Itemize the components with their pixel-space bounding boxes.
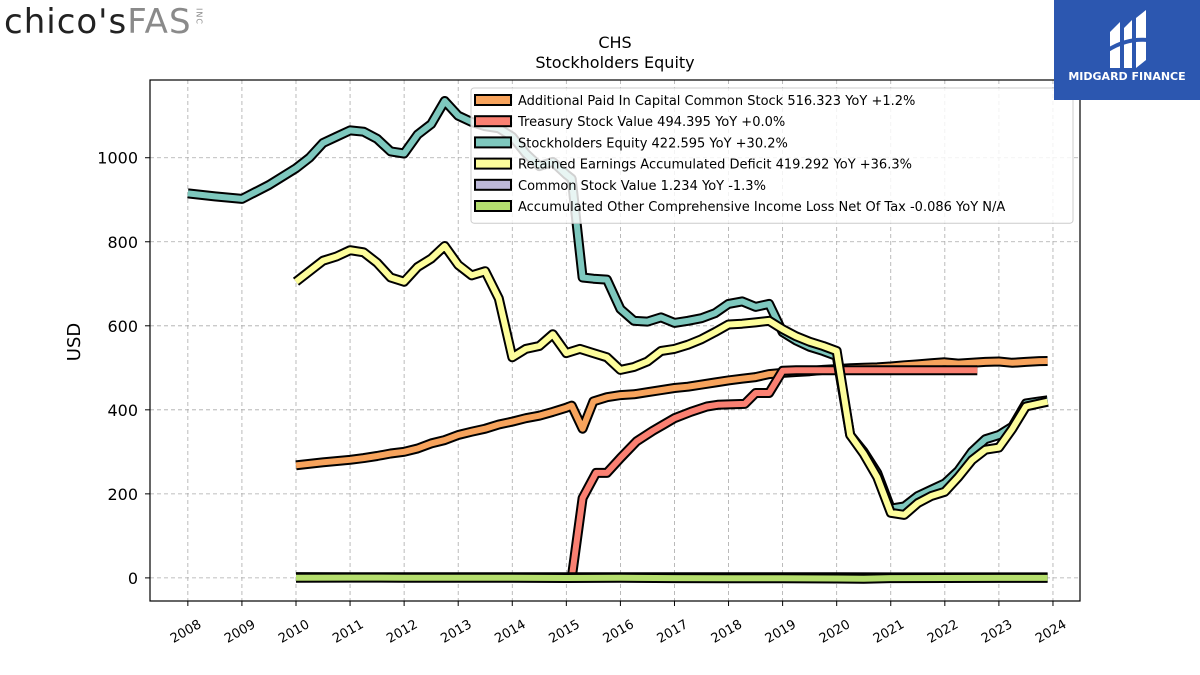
x-tick-label: 2024 (1033, 617, 1069, 647)
legend: Additional Paid In Capital Common Stock … (470, 87, 1074, 224)
legend-swatch (474, 178, 512, 191)
legend-item: Retained Earnings Accumulated Deficit 41… (474, 157, 912, 173)
series-line (294, 243, 1049, 518)
x-tick-label: 2016 (601, 617, 637, 647)
midgard-logo-text: MIDGARD FINANCE (1068, 70, 1186, 83)
series-4 (292, 241, 1049, 520)
x-tick-label: 2013 (438, 617, 474, 647)
legend-label: Stockholders Equity 422.595 YoY +30.2% (518, 136, 788, 151)
y-axis: 0 200 400 600 800 1000 (97, 149, 150, 588)
legend-item: Stockholders Equity 422.595 YoY +30.2% (474, 136, 788, 151)
series-2 (566, 365, 978, 579)
logo-word-fas: FAS (127, 2, 192, 42)
legend-swatch (474, 157, 512, 170)
series-line (187, 98, 1048, 512)
legend-label: Treasury Stock Value 494.395 YoY +0.0% (517, 115, 785, 130)
series-6 (295, 572, 1048, 584)
x-tick-label: 2018 (709, 617, 745, 647)
x-tick-label: 2008 (168, 617, 204, 647)
x-tick-label: 2010 (276, 617, 312, 647)
series-3 (187, 96, 1049, 514)
chart-subtitle: Stockholders Equity (535, 53, 694, 72)
midgard-logo-icon (1106, 10, 1149, 68)
y-tick-label: 400 (107, 401, 138, 420)
y-tick-label: 1000 (97, 149, 138, 168)
legend-label: Common Stock Value 1.234 YoY -1.3% (518, 179, 766, 194)
x-tick-label: 2017 (655, 617, 691, 647)
y-tick-label: 200 (107, 485, 138, 504)
legend-item: Treasury Stock Value 494.395 YoY +0.0% (474, 115, 785, 130)
x-tick-label: 2023 (979, 617, 1015, 647)
legend-item: Additional Paid In Capital Common Stock … (474, 94, 915, 109)
midgard-finance-logo: MIDGARD FINANCE (1054, 0, 1200, 100)
legend-box (470, 87, 1074, 224)
x-tick-label: 2009 (222, 617, 258, 647)
x-tick-label: 2011 (330, 617, 366, 647)
y-tick-label: 800 (107, 233, 138, 252)
x-tick-label: 2020 (817, 617, 853, 647)
x-axis: 2008 2009 2010 2011 2012 2013 2014 2015 2016 2017… (168, 601, 1069, 647)
legend-label: Additional Paid In Capital Common Stock … (518, 94, 915, 109)
legend-swatch (474, 136, 512, 149)
legend-swatch (474, 94, 512, 106)
series-line (295, 574, 1048, 582)
legend-swatch (474, 200, 512, 212)
x-tick-label: 2015 (547, 617, 583, 647)
series-group (187, 96, 1049, 584)
series-1 (295, 356, 1048, 471)
series-line-outline (566, 365, 978, 579)
y-tick-label: 0 (128, 569, 138, 588)
x-tick-label: 2021 (871, 617, 907, 647)
legend-label: Accumulated Other Comprehensive Income L… (518, 200, 1005, 215)
chicos-fas-logo: chico's FAS INC (4, 2, 204, 42)
legend-swatch (474, 115, 512, 128)
logo-word-chicos: chico's (4, 2, 128, 42)
logo-word-inc: INC (194, 8, 204, 25)
legend-item: Accumulated Other Comprehensive Income L… (474, 200, 1005, 215)
series-line-outline (292, 241, 1049, 520)
chart-title: CHS (598, 33, 631, 52)
series-line (568, 367, 978, 579)
y-axis-label: USD (64, 323, 85, 361)
series-line (295, 358, 1048, 469)
x-tick-label: 2019 (763, 617, 799, 647)
plot-frame (149, 79, 1081, 602)
legend-item: Common Stock Value 1.234 YoY -1.3% (474, 178, 766, 194)
x-tick-label: 2012 (384, 617, 420, 647)
x-tick-label: 2022 (925, 617, 961, 647)
y-tick-label: 600 (107, 317, 138, 336)
x-tick-label: 2014 (492, 617, 528, 647)
legend-label: Retained Earnings Accumulated Deficit 41… (518, 158, 912, 173)
